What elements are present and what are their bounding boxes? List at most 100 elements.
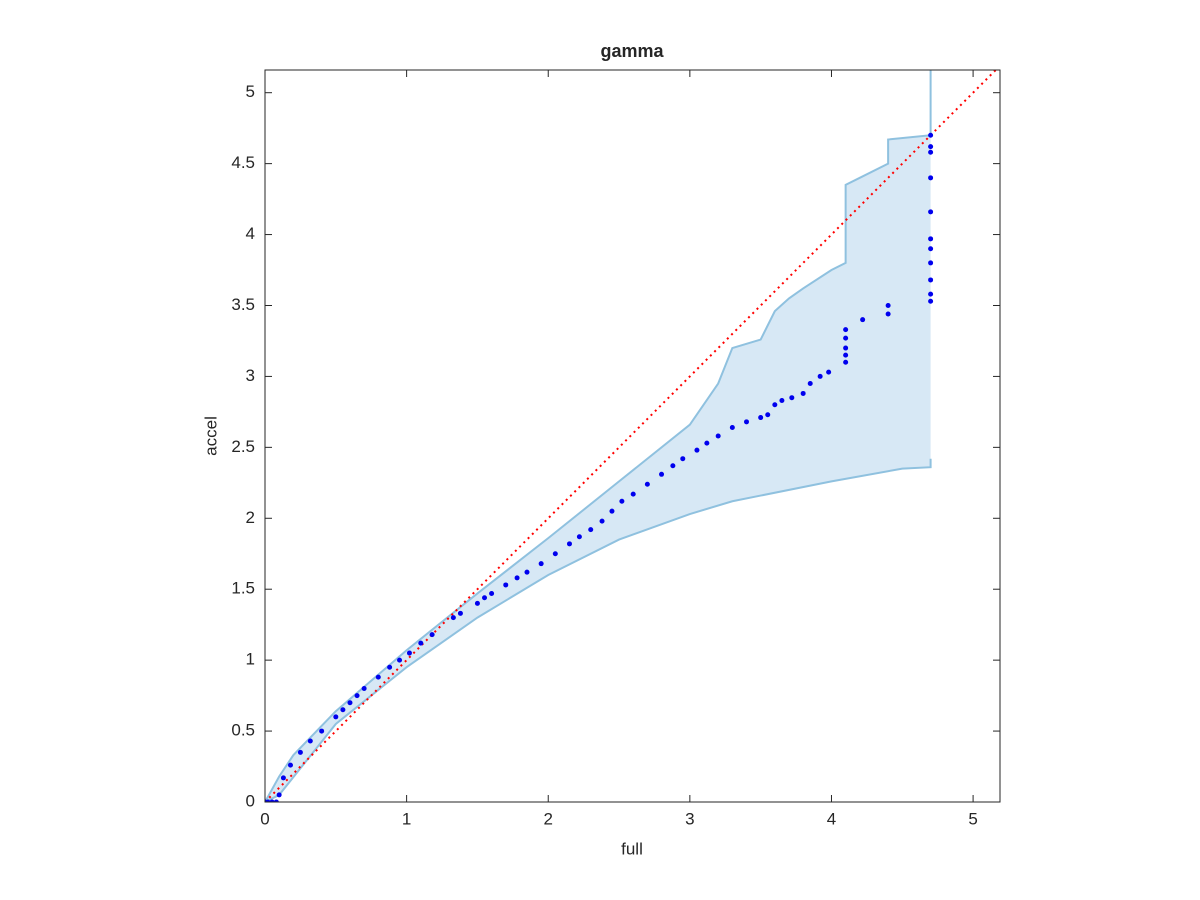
point [347,700,353,706]
plot-area [265,70,998,802]
x-tick-label: 3 [685,809,694,828]
point [644,481,650,487]
point [514,575,520,581]
point [843,327,849,333]
point [630,491,636,497]
y-tick-label: 4 [246,224,255,243]
point [287,762,293,768]
point [354,693,360,699]
x-tick-label: 4 [827,809,836,828]
point [340,707,346,713]
point [457,610,463,616]
band-upper [265,70,932,802]
point [928,175,934,181]
point [928,236,934,242]
point [843,345,849,351]
point [489,590,495,596]
y-tick-label: 2 [246,508,255,527]
point [928,277,934,283]
x-tick-label: 1 [402,809,411,828]
point [566,541,572,547]
y-tick-label: 0 [246,791,255,810]
point [843,359,849,365]
point [599,518,605,524]
point [397,657,403,663]
point [609,508,615,514]
point [928,246,934,252]
point [269,799,275,802]
point [928,132,934,138]
point [789,395,795,401]
axes-box [264,69,1001,803]
point [588,527,594,533]
band-fill [265,70,931,802]
point [928,291,934,297]
chart-title: gamma [600,41,664,61]
y-axis-label: accel [201,416,220,456]
point [333,714,339,720]
point [885,311,891,317]
y-tick-label: 4.5 [231,153,255,172]
point [928,260,934,266]
point [297,749,303,755]
point [265,799,271,802]
point [418,640,424,646]
point [619,498,625,504]
point [826,369,832,375]
point [928,144,934,150]
point [659,471,665,477]
point [450,615,456,621]
point [885,302,891,308]
band-lower [265,458,932,802]
point [375,674,381,680]
x-axis-label: full [621,839,643,858]
point [928,209,934,215]
point [307,738,313,744]
point [800,390,806,396]
point [429,632,435,638]
point [729,424,735,430]
point [576,534,582,540]
point [860,317,866,323]
y-tick-label: 5 [246,82,255,101]
point [524,569,530,575]
point [807,381,813,387]
x-tick-label: 0 [260,809,269,828]
point [704,440,710,446]
point [387,664,393,670]
y-tick-label: 1 [246,650,255,669]
point [843,335,849,341]
point [361,686,367,692]
x-tick-label: 2 [544,809,553,828]
point [482,595,488,601]
point [779,398,785,404]
point [319,728,325,734]
point [928,149,934,155]
point [273,799,279,802]
point [843,352,849,358]
point [538,561,544,567]
point [670,463,676,469]
point [715,433,721,439]
point [503,582,509,588]
y-tick-label: 3 [246,366,255,385]
point [772,402,778,408]
point [758,415,764,421]
point [928,298,934,304]
x-tick-label: 5 [968,809,977,828]
point [276,792,282,798]
point [694,447,700,453]
point [474,600,480,606]
point [765,412,771,418]
y-tick-label: 3.5 [231,295,255,314]
y-tick-label: 0.5 [231,721,255,740]
point [406,650,412,656]
point [817,373,823,379]
y-tick-label: 1.5 [231,579,255,598]
point [744,419,750,425]
point [680,456,686,462]
y-tick-label: 2.5 [231,437,255,456]
point [552,551,558,557]
point [280,775,286,781]
